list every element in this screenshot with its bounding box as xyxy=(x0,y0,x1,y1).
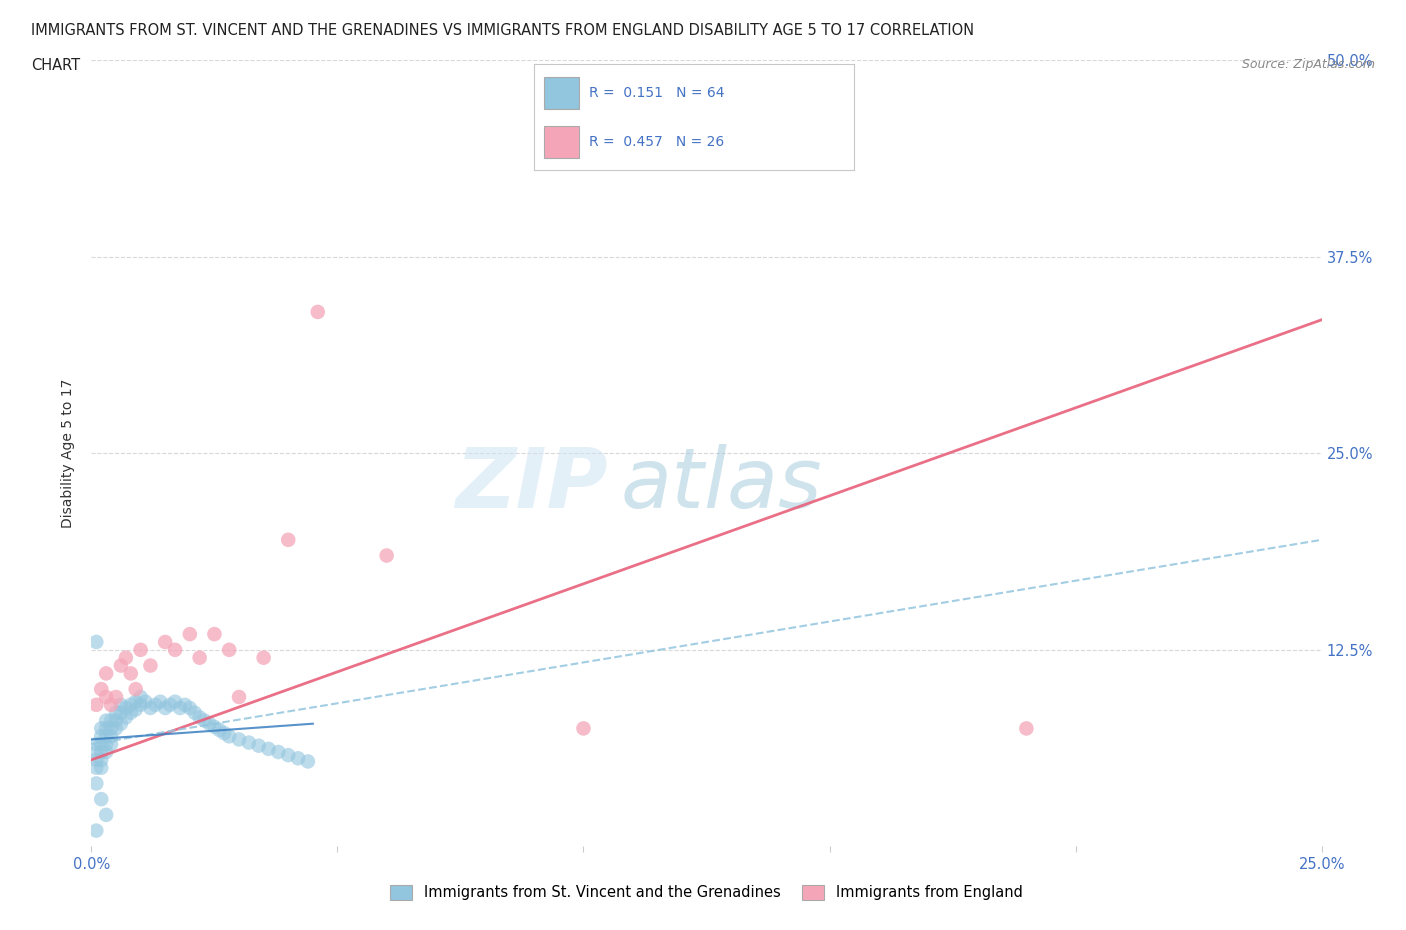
Point xyxy=(96,721,117,736)
Point xyxy=(90,721,112,736)
Point xyxy=(208,723,231,737)
Point xyxy=(188,650,211,665)
Point xyxy=(110,658,132,673)
Point xyxy=(277,532,299,547)
Point xyxy=(129,698,152,712)
Point xyxy=(90,761,112,776)
Point xyxy=(174,698,197,712)
Point xyxy=(96,729,117,744)
Point xyxy=(238,735,260,750)
Point xyxy=(96,713,117,728)
Point xyxy=(90,682,112,697)
Point xyxy=(105,713,127,728)
Point xyxy=(218,729,240,744)
Point xyxy=(90,752,112,767)
Point xyxy=(1015,721,1038,736)
Text: atlas: atlas xyxy=(620,445,823,525)
Legend: Immigrants from St. Vincent and the Grenadines, Immigrants from England: Immigrants from St. Vincent and the Gren… xyxy=(384,879,1029,906)
Point xyxy=(105,721,127,736)
Point xyxy=(129,643,152,658)
Point xyxy=(375,548,398,563)
Point xyxy=(129,689,152,704)
Point xyxy=(100,737,122,751)
Point xyxy=(86,761,108,776)
Point xyxy=(153,700,177,715)
Point xyxy=(202,627,225,642)
Point xyxy=(179,700,201,715)
Point xyxy=(110,705,132,720)
Y-axis label: Disability Age 5 to 17: Disability Age 5 to 17 xyxy=(62,379,76,528)
Point xyxy=(90,745,112,760)
Point xyxy=(169,700,191,715)
Point xyxy=(307,304,329,319)
Point xyxy=(114,710,138,724)
Point xyxy=(105,705,127,720)
Point xyxy=(100,729,122,744)
Point xyxy=(153,634,177,649)
Point xyxy=(120,666,142,681)
Point xyxy=(287,751,309,765)
Point xyxy=(100,698,122,712)
Point xyxy=(163,643,186,658)
Point xyxy=(277,748,299,763)
Point xyxy=(90,729,112,744)
Point xyxy=(188,710,211,724)
Text: ZIP: ZIP xyxy=(456,445,607,525)
Point xyxy=(139,700,162,715)
Point xyxy=(228,689,250,704)
Text: Source: ZipAtlas.com: Source: ZipAtlas.com xyxy=(1241,58,1375,71)
Point xyxy=(212,725,235,740)
Point xyxy=(247,738,270,753)
Point xyxy=(100,721,122,736)
Point xyxy=(96,745,117,760)
Point xyxy=(198,716,221,731)
Point xyxy=(120,698,142,712)
Point xyxy=(145,698,166,712)
Point xyxy=(110,698,132,712)
Text: IMMIGRANTS FROM ST. VINCENT AND THE GRENADINES VS IMMIGRANTS FROM ENGLAND DISABI: IMMIGRANTS FROM ST. VINCENT AND THE GREN… xyxy=(31,23,974,38)
Point xyxy=(193,713,217,728)
Point xyxy=(228,732,250,747)
Point xyxy=(267,745,290,760)
Point xyxy=(120,705,142,720)
Point xyxy=(86,634,108,649)
Point xyxy=(159,698,181,712)
Point xyxy=(183,705,207,720)
Point xyxy=(86,737,108,751)
Point xyxy=(96,807,117,822)
Point xyxy=(110,716,132,731)
Point xyxy=(96,689,117,704)
Point xyxy=(114,700,138,715)
Point xyxy=(124,695,146,710)
Point xyxy=(139,658,162,673)
Point xyxy=(86,752,108,767)
Point xyxy=(86,745,108,760)
Point xyxy=(105,689,127,704)
Point xyxy=(124,682,146,697)
Point xyxy=(572,721,595,736)
Point xyxy=(114,650,138,665)
Point xyxy=(297,754,319,769)
Point xyxy=(149,695,172,710)
Point xyxy=(90,791,112,806)
Point xyxy=(218,643,240,658)
Point xyxy=(86,776,108,790)
Point xyxy=(202,720,225,735)
Point xyxy=(135,695,156,710)
Point xyxy=(96,666,117,681)
Point xyxy=(257,741,280,756)
Point xyxy=(253,650,276,665)
Point xyxy=(100,713,122,728)
Point xyxy=(86,823,108,838)
Point xyxy=(86,698,108,712)
Point xyxy=(124,702,146,717)
Point xyxy=(179,627,201,642)
Point xyxy=(163,695,186,710)
Text: CHART: CHART xyxy=(31,58,80,73)
Point xyxy=(96,737,117,751)
Point xyxy=(90,737,112,751)
Point xyxy=(645,69,669,84)
